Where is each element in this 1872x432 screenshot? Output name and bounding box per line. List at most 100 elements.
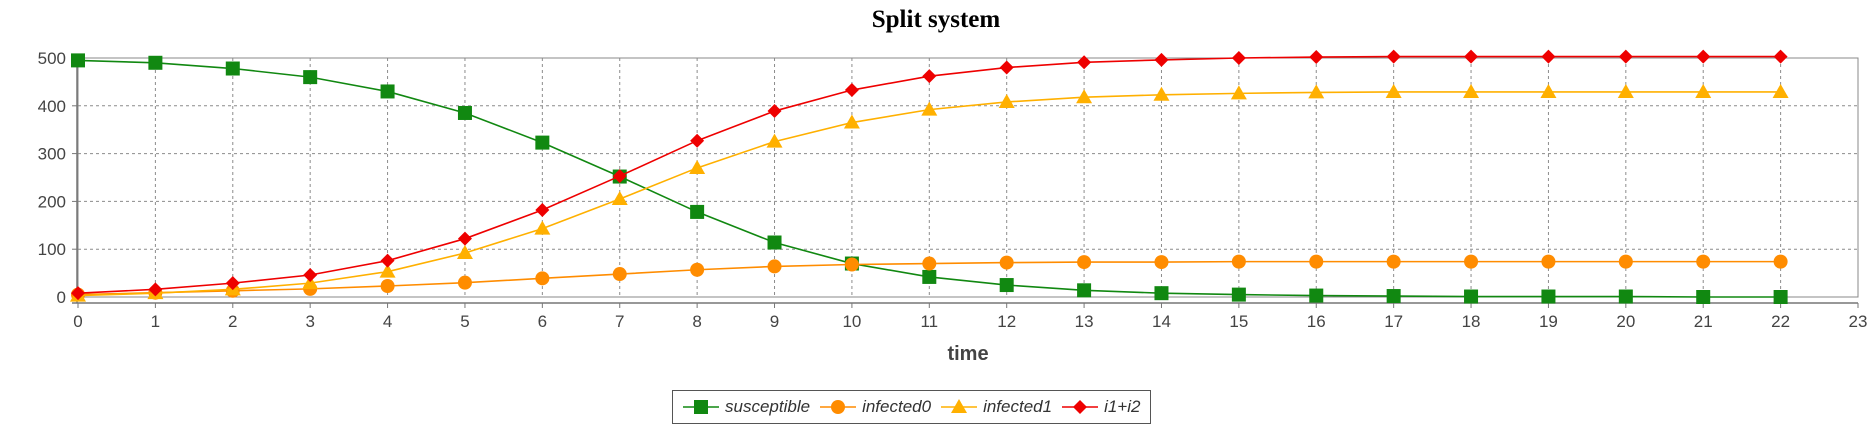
data-point: [1154, 286, 1169, 301]
triangle-marker-icon: [941, 399, 978, 413]
x-tick-label: 13: [1075, 312, 1094, 331]
data-point: [844, 83, 859, 98]
data-point: [767, 259, 782, 274]
legend-label: susceptible: [725, 397, 811, 416]
data-point: [689, 159, 706, 174]
data-point: [843, 114, 860, 129]
data-point: [535, 135, 550, 150]
data-point: [534, 220, 551, 235]
data-point: [1618, 289, 1633, 304]
y-tick-label: 0: [57, 288, 66, 307]
data-point: [1773, 49, 1788, 64]
series-infected0: [71, 254, 1788, 302]
x-tick-label: 19: [1539, 312, 1558, 331]
data-point: [1695, 83, 1712, 98]
x-tick-label: 2: [228, 312, 237, 331]
data-point: [1231, 51, 1246, 65]
data-point: [1696, 254, 1711, 269]
x-tick-label: 1: [151, 312, 160, 331]
x-axis-title: time: [947, 343, 988, 365]
data-point: [535, 203, 550, 218]
data-point: [1464, 49, 1479, 64]
data-point: [1153, 86, 1170, 101]
data-point: [1077, 55, 1092, 70]
y-tick-label: 400: [38, 97, 66, 116]
data-point: [1230, 85, 1247, 100]
legend: susceptible infected0 infected1 i1+i2: [672, 390, 1152, 424]
x-tick-label: 10: [842, 312, 861, 331]
y-tick-label: 100: [38, 240, 66, 259]
data-point: [457, 231, 472, 246]
data-point: [1541, 254, 1556, 269]
x-tick-label: 16: [1307, 312, 1326, 331]
data-point: [767, 235, 782, 250]
data-point: [1309, 288, 1324, 303]
series-layer: [70, 49, 1789, 304]
plot-area: [78, 58, 1858, 297]
x-tick-label: 5: [460, 312, 469, 331]
data-point: [303, 268, 318, 283]
x-tick-label: 12: [997, 312, 1016, 331]
plot-border: [77, 57, 1859, 298]
data-point: [456, 245, 473, 260]
data-point: [1308, 84, 1325, 99]
data-point: [1696, 290, 1711, 304]
data-point: [302, 275, 319, 290]
data-point: [1618, 254, 1633, 269]
series-i1-i2: [71, 49, 1788, 301]
data-point: [380, 279, 395, 294]
data-point: [1464, 254, 1479, 269]
series-susceptible: [71, 53, 1788, 304]
x-tick-label: 17: [1384, 312, 1403, 331]
data-point: [690, 204, 705, 219]
legend-item: infected1: [941, 397, 1052, 417]
data-point: [767, 104, 782, 119]
data-point: [1076, 89, 1093, 104]
legend-label: i1+i2: [1104, 397, 1141, 416]
data-point: [1385, 83, 1402, 98]
data-point: [921, 101, 938, 116]
data-point: [612, 169, 627, 184]
data-point: [1618, 49, 1633, 64]
data-point: [1154, 255, 1169, 270]
x-tick-label: 18: [1462, 312, 1481, 331]
data-point: [766, 133, 783, 148]
legend-item: susceptible: [683, 397, 810, 417]
series-infected1: [70, 83, 1789, 302]
data-point: [225, 61, 240, 76]
x-tick-label: 7: [615, 312, 624, 331]
data-point: [1309, 254, 1324, 269]
legend-marker: [694, 400, 708, 414]
data-point: [535, 271, 550, 286]
data-point: [1463, 83, 1480, 98]
data-point: [1696, 49, 1711, 64]
y-tick-label: 200: [38, 192, 66, 211]
x-tick-label: 9: [770, 312, 779, 331]
data-point: [1772, 83, 1789, 98]
data-point: [1386, 289, 1401, 304]
data-point: [999, 278, 1014, 293]
data-point: [148, 282, 163, 297]
data-point: [71, 286, 85, 301]
data-point: [1231, 254, 1246, 269]
data-point: [998, 93, 1015, 108]
data-point: [148, 55, 163, 70]
data-point: [1077, 255, 1092, 270]
x-tick-label: 21: [1694, 312, 1713, 331]
x-tick-label: 6: [538, 312, 547, 331]
data-point: [457, 275, 472, 290]
data-point: [999, 60, 1014, 75]
data-point: [1464, 289, 1479, 304]
data-point: [380, 84, 395, 99]
data-point: [999, 255, 1014, 270]
data-point: [922, 269, 937, 284]
data-point: [1386, 49, 1401, 64]
legend-item: i1+i2: [1062, 397, 1140, 417]
x-tick-label: 0: [73, 312, 82, 331]
data-point: [1154, 52, 1169, 67]
data-point: [1540, 83, 1557, 98]
data-point: [1386, 254, 1401, 269]
data-point: [303, 70, 318, 85]
data-point: [1231, 287, 1246, 302]
x-tick-label: 23: [1849, 312, 1868, 331]
